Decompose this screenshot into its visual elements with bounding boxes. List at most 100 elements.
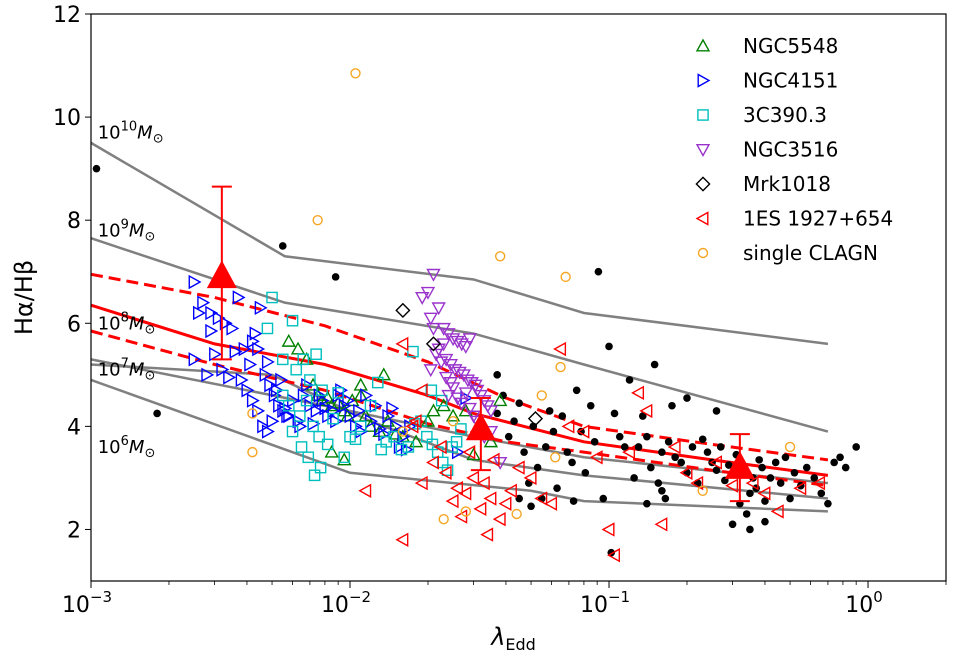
data-point [622, 444, 636, 460]
data-point [712, 466, 721, 474]
data-point [545, 407, 554, 415]
data-point [576, 424, 590, 439]
data-point [569, 497, 578, 505]
legend-marker [695, 176, 711, 192]
data-point [209, 347, 223, 362]
x-tick-label: 10−2 [321, 588, 371, 618]
data-point [841, 463, 850, 472]
data-point [252, 403, 266, 419]
legend-marker [695, 211, 709, 226]
data-point [276, 353, 289, 366]
legend-marker [695, 143, 711, 157]
data-point [677, 458, 686, 467]
data-point [724, 461, 733, 469]
data-point [188, 274, 202, 290]
data-point [308, 469, 321, 482]
data-point [450, 481, 463, 496]
data-point [314, 461, 327, 474]
data-point [286, 425, 299, 438]
y-tick-label: 12 [53, 3, 81, 28]
data-point [541, 443, 550, 451]
data-point [428, 348, 444, 362]
data-point [473, 501, 487, 517]
data-point [294, 410, 306, 422]
x-tick-label: 10−1 [580, 588, 630, 618]
data-point [527, 502, 535, 511]
data-point [688, 443, 697, 451]
data-point [282, 399, 295, 412]
mass-label: 107M⊙ [98, 357, 156, 384]
data-point [581, 468, 590, 477]
data-point [300, 394, 313, 407]
data-point [395, 336, 409, 352]
data-point [746, 489, 754, 498]
data-point [639, 403, 653, 419]
data-point [297, 388, 311, 403]
axes: 2 4 6 8 10 12 10−3 10−2 10−1 100 λEdd Hα/Hβ [10, 3, 947, 654]
data-point [607, 548, 621, 563]
legend-marker [695, 38, 711, 52]
data-point [492, 393, 508, 407]
data-point [395, 443, 408, 456]
data-point [332, 387, 344, 399]
data-point [201, 367, 215, 383]
data-point [568, 458, 576, 467]
data-point [725, 478, 739, 493]
data-point [402, 441, 415, 453]
data-point [286, 314, 299, 327]
data-point [433, 439, 447, 455]
y-tick-label: 2 [67, 518, 81, 543]
data-point [631, 385, 645, 401]
data-point [197, 295, 211, 310]
data-point [558, 412, 567, 420]
data-point [319, 401, 333, 416]
data-point [480, 527, 494, 542]
data-point [671, 453, 679, 462]
data-point [259, 367, 273, 383]
data-point [238, 341, 252, 357]
data-point [338, 451, 351, 464]
legend-label: NGC5548 [743, 34, 838, 58]
data-point [492, 511, 506, 527]
data-point [354, 420, 367, 433]
data-point [426, 455, 439, 470]
data-point [758, 463, 766, 472]
data-point [292, 414, 306, 429]
data-point [555, 361, 566, 373]
data-point [658, 486, 666, 495]
data-point [364, 399, 377, 412]
data-point [634, 443, 643, 451]
data-point [426, 322, 441, 336]
data-point [321, 438, 334, 451]
data-point [549, 427, 558, 436]
data-point [312, 214, 323, 226]
data-point [630, 474, 638, 482]
data-point [761, 497, 769, 505]
data-point [420, 413, 436, 427]
data-point [601, 522, 615, 537]
data-point [358, 483, 372, 498]
binned-mean-marker [465, 412, 496, 441]
data-point [445, 493, 459, 509]
model-lines [90, 141, 829, 513]
data-point [425, 336, 442, 352]
data-point [515, 399, 523, 407]
data-point [395, 532, 409, 547]
data-point [273, 398, 287, 413]
y-tick-label: 10 [53, 106, 81, 131]
data-point [589, 450, 603, 465]
data-point [830, 458, 838, 467]
data-point [810, 474, 819, 482]
mass-labels: 1010M⊙ 109M⊙ 108M⊙ 107M⊙ 106M⊙ [98, 120, 164, 461]
data-point [290, 363, 303, 376]
data-point [679, 465, 693, 480]
data-point [426, 268, 441, 282]
data-point [511, 508, 522, 520]
data-point [586, 401, 595, 410]
data-point [643, 499, 651, 508]
data-point [450, 436, 463, 448]
data-point [536, 390, 547, 401]
data-point [337, 452, 352, 466]
data-point [212, 310, 226, 326]
